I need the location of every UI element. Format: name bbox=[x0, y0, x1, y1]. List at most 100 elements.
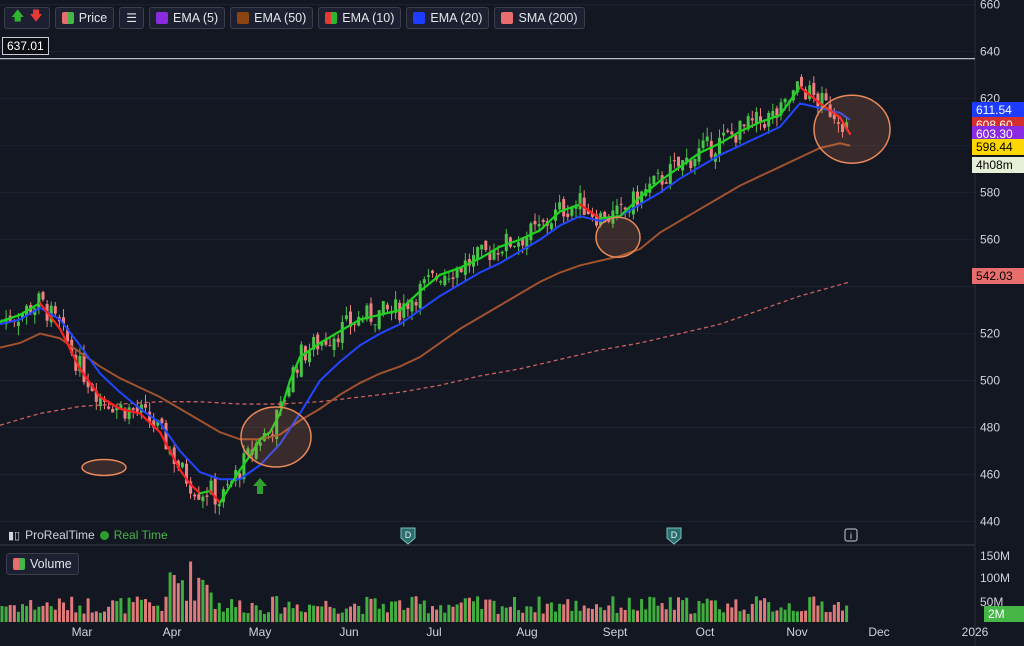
volume-bar bbox=[373, 598, 377, 622]
candle-body bbox=[590, 212, 594, 217]
volume-bar bbox=[677, 597, 680, 622]
ema10-segment bbox=[358, 313, 382, 321]
volume-bar bbox=[357, 605, 361, 622]
price-direction-button[interactable]: 🡅 🡇 bbox=[4, 7, 50, 29]
info-marker[interactable]: i bbox=[844, 528, 858, 542]
volume-bar bbox=[812, 596, 816, 622]
candle-body bbox=[783, 98, 787, 103]
volume-bar bbox=[82, 613, 86, 622]
volume-bar bbox=[344, 608, 348, 622]
ema10-segment bbox=[238, 454, 252, 471]
volume-bar bbox=[742, 609, 746, 622]
volume-bar bbox=[590, 608, 594, 622]
ema10-segment bbox=[0, 313, 22, 323]
volume-bar bbox=[406, 607, 410, 622]
price-toggle-button[interactable]: Price bbox=[54, 7, 115, 29]
volume-toggle-button[interactable]: Volume bbox=[6, 553, 79, 575]
candle-body bbox=[705, 136, 709, 142]
volume-bar bbox=[808, 597, 812, 622]
volume-bar bbox=[324, 600, 328, 622]
volume-bar bbox=[611, 596, 615, 622]
volume-bar bbox=[750, 603, 754, 622]
volume-bar bbox=[267, 612, 270, 622]
volume-bar bbox=[845, 605, 849, 622]
volume-bar bbox=[299, 611, 303, 622]
volume-bar bbox=[705, 598, 709, 622]
sma200-swatch-icon bbox=[501, 12, 514, 24]
volume-bar bbox=[558, 603, 562, 622]
realtime-status-icon bbox=[99, 530, 109, 540]
sma200-toggle-button[interactable]: SMA (200) bbox=[494, 7, 585, 29]
volume-bar bbox=[697, 601, 701, 622]
volume-tick-label: 100M bbox=[980, 571, 1010, 585]
dividend-marker[interactable]: D bbox=[400, 527, 416, 545]
volume-bar bbox=[53, 609, 57, 622]
candle-body bbox=[623, 207, 627, 210]
volume-bar bbox=[246, 613, 250, 622]
volume-bar bbox=[578, 610, 582, 622]
volume-bar bbox=[820, 601, 824, 622]
candle-body bbox=[111, 408, 115, 413]
volume-bar bbox=[517, 610, 521, 622]
volume-bar bbox=[775, 610, 779, 622]
ema50-line bbox=[0, 142, 851, 441]
last-price-label: 598.44 bbox=[972, 139, 1024, 155]
candle-body bbox=[533, 220, 537, 225]
ema20-value-label: 611.54 bbox=[972, 102, 1024, 118]
candle-body bbox=[549, 223, 553, 230]
candle-body bbox=[340, 321, 344, 343]
candle-body bbox=[226, 484, 229, 486]
candle-body bbox=[365, 305, 369, 320]
horizontal-line-price-tag[interactable]: 637.01 bbox=[2, 37, 49, 55]
volume-bar bbox=[562, 604, 566, 622]
candle-body bbox=[730, 131, 734, 135]
dividend-marker[interactable]: D bbox=[666, 527, 682, 545]
candle-body bbox=[246, 448, 250, 455]
candle-body bbox=[836, 122, 840, 124]
volume-bar bbox=[779, 607, 783, 622]
ema50-toggle-button[interactable]: EMA (50) bbox=[230, 7, 314, 29]
candle-body bbox=[373, 324, 377, 326]
volume-bar bbox=[213, 609, 217, 622]
candle-body bbox=[816, 93, 820, 107]
candle-body bbox=[517, 242, 521, 247]
volume-bar bbox=[800, 611, 803, 622]
candle-body bbox=[570, 207, 574, 216]
ema10-segment bbox=[638, 179, 662, 199]
volume-bar bbox=[205, 584, 209, 622]
volume-bar bbox=[504, 607, 508, 622]
ema10-toggle-button[interactable]: EMA (10) bbox=[318, 7, 402, 29]
candle-body bbox=[295, 369, 299, 373]
list-menu-button[interactable]: ☰ bbox=[119, 7, 144, 29]
ema5-swatch-icon bbox=[156, 12, 168, 24]
volume-bar bbox=[226, 607, 229, 622]
volume-bar bbox=[566, 599, 570, 622]
ema10-segment bbox=[738, 121, 762, 133]
volume-bar bbox=[4, 606, 8, 622]
volume-bar bbox=[152, 606, 156, 622]
volume-bar bbox=[472, 601, 475, 622]
candle-body bbox=[353, 323, 357, 325]
candle-body bbox=[385, 304, 389, 310]
volume-bar bbox=[574, 600, 578, 622]
ema10-label: EMA (10) bbox=[342, 11, 395, 25]
ema5-toggle-button[interactable]: EMA (5) bbox=[149, 7, 226, 29]
candle-body bbox=[804, 89, 808, 100]
candle-body bbox=[800, 76, 803, 87]
volume-bar bbox=[275, 596, 279, 622]
volume-bar bbox=[74, 612, 78, 622]
volume-bar bbox=[303, 612, 307, 622]
ema10-segment bbox=[398, 290, 422, 312]
ema10-segment bbox=[188, 482, 202, 495]
candle-body bbox=[759, 116, 762, 122]
ema10-segment bbox=[538, 210, 562, 232]
volume-bar bbox=[685, 597, 689, 622]
candle-body bbox=[152, 420, 156, 428]
volume-bar bbox=[599, 607, 603, 622]
ema20-toggle-button[interactable]: EMA (20) bbox=[406, 7, 490, 29]
volume-bar bbox=[176, 583, 180, 622]
candle-body bbox=[521, 237, 525, 246]
volume-bar bbox=[234, 607, 238, 622]
ema50-label: EMA (50) bbox=[254, 11, 307, 25]
